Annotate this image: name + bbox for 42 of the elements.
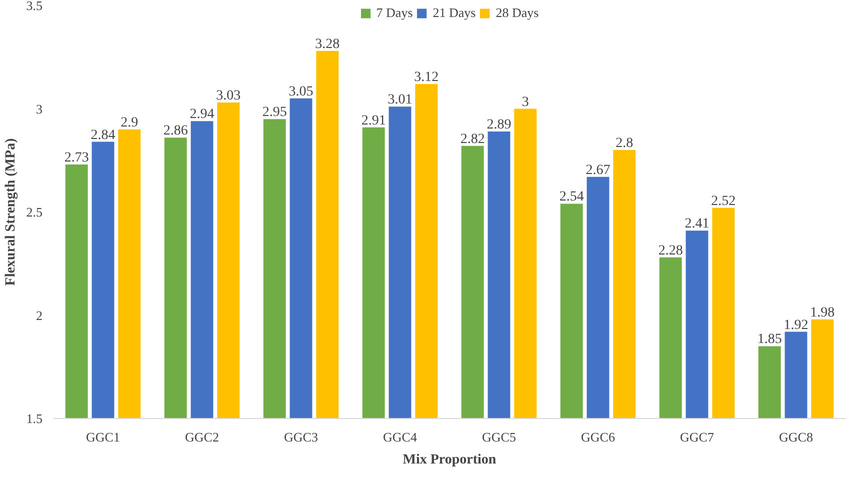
x-tick-label: GGC7: [680, 430, 714, 444]
y-tick-label: 2: [36, 308, 42, 323]
data-label: 2.54: [559, 190, 584, 205]
data-label: 1.85: [757, 332, 782, 348]
data-label: 2.52: [711, 194, 736, 209]
x-tick-label: GGC3: [284, 430, 318, 444]
data-label: 2.84: [90, 128, 116, 143]
y-tick-label: 2.5: [26, 204, 42, 220]
data-label: 1.98: [810, 305, 835, 320]
data-label: 2.67: [586, 162, 610, 178]
x-tick-label: GGC4: [383, 430, 418, 444]
data-label: 3.28: [315, 36, 340, 52]
data-label: 2.94: [190, 107, 214, 122]
x-tick-label: GGC1: [86, 430, 120, 444]
x-tick-label: GGC8: [779, 430, 813, 444]
data-label: 2.73: [64, 150, 89, 166]
data-label: 2.9: [120, 115, 138, 130]
x-tick-label: GGC2: [185, 430, 219, 444]
data-label: 2.91: [361, 113, 386, 128]
data-label: 3.01: [388, 92, 412, 108]
x-tick-label: GGC5: [482, 430, 516, 444]
data-label: 3.05: [288, 84, 314, 100]
y-tick-label: 1.5: [26, 411, 42, 426]
legend-label: 28 Days: [496, 5, 539, 21]
x-axis-title: Mix Proportion: [402, 452, 496, 468]
y-axis-title: Flexural Strength (MPa): [3, 138, 18, 286]
data-label: 2.8: [616, 136, 634, 152]
data-label: 3.03: [216, 88, 241, 104]
legend-label: 7 Days: [376, 5, 413, 21]
y-tick-label: 3.5: [26, 0, 42, 13]
y-tick-label: 3: [36, 101, 42, 116]
data-label: 3.12: [414, 70, 439, 85]
data-label: 3: [522, 94, 529, 110]
data-label: 2.82: [460, 132, 485, 147]
data-label: 2.95: [262, 105, 287, 120]
data-label: 1.92: [784, 318, 808, 333]
data-label: 2.89: [486, 117, 512, 132]
legend-label: 21 Days: [432, 5, 476, 21]
data-label: 2.28: [658, 243, 683, 258]
x-tick-label: GGC6: [581, 430, 616, 444]
data-label: 2.86: [163, 124, 188, 139]
data-label: 2.41: [684, 216, 710, 232]
